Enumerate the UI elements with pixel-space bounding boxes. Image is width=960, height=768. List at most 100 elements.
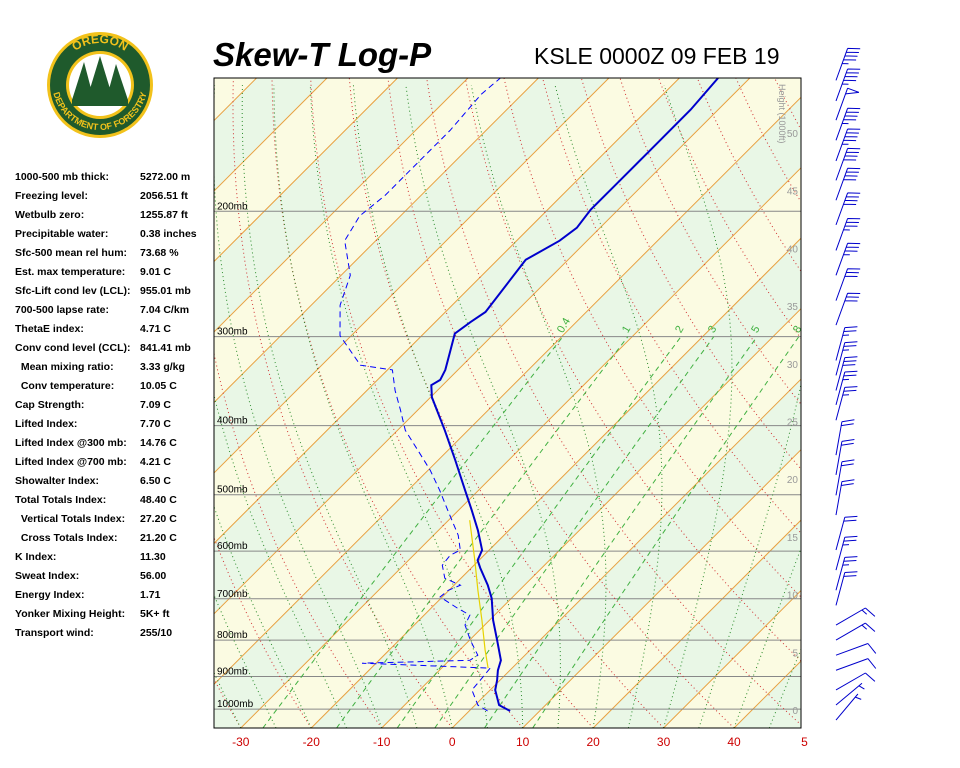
index-value: 73.68 % [140,247,179,259]
plot-frame [213,77,802,729]
isotherm [214,78,680,545]
index-value: 21.20 C [140,532,177,544]
height-tick-label: 30 [787,360,799,371]
wind-barb [835,535,858,571]
wind-barb [835,479,855,516]
overlay: 1000mb 900mb 800mb 700mb 600mb 500mb 400mb 300m… [217,84,798,717]
height-tick-label: 0 [792,706,798,717]
index-label: Precipitable water: [15,228,108,240]
pressure-label: 600mb [217,541,248,552]
dry-adiabat [852,78,960,728]
x-tick-label: 5 [801,735,808,749]
isotherm [214,78,539,404]
index-value: 4.71 C [140,323,171,335]
mixing-ratio-label: 1 [620,324,633,335]
wind-barb [835,192,861,226]
wind-barb [835,370,858,406]
index-label: Cross Totals Index: [15,532,118,544]
profile-line [430,78,719,712]
index-value: 7.04 C/km [140,304,189,316]
index-label: 1000-500 mb thick: [15,171,109,183]
wind-barb [835,658,877,671]
logo-trees [72,56,128,102]
index-value: 2056.51 ft [140,190,188,202]
wind-barb [835,292,861,326]
dry-adiabat [503,78,801,598]
wind-barb [835,147,861,181]
plot: 0.4 1 2 3 5 8 [214,78,960,728]
mixing-ratio-line [484,336,758,728]
index-label: 700-500 lapse rate: [15,304,109,316]
index-value: 27.20 C [140,513,177,525]
index-value: 0.38 inches [140,228,197,240]
index-value: 5272.00 m [140,171,190,183]
dry-adiabat [214,351,383,728]
isotherm [240,167,801,728]
dry-adiabat [426,78,801,726]
index-value: 5K+ ft [140,608,170,620]
isotherm [310,237,801,728]
dry-adiabat [891,78,960,728]
index-label: Transport wind: [15,627,94,639]
index-value: 6.50 C [140,475,171,487]
wind-barb [835,128,861,162]
index-label: Freezing level: [15,190,88,202]
index-label: Vertical Totals Index: [15,513,125,525]
index-label: Cap Strength: [15,399,84,411]
index-label: Energy Index: [15,589,84,601]
isotherm [214,96,801,686]
wind-barb [835,571,858,606]
pressure-label: 700mb [217,589,248,600]
moist-adiabat [273,85,453,728]
mixing-ratio-label: 8 [791,324,804,335]
isotherm [663,589,801,728]
height-tick-label: 15 [787,533,799,544]
pressure-label: 800mb [217,630,248,641]
x-tick-label: 30 [657,735,671,749]
moist-adiabat [554,84,663,728]
index-label: Lifted Index: [15,418,77,430]
mixing-ratio-line [532,336,800,728]
x-tick-label: -10 [373,735,391,749]
wind-barb [835,672,876,691]
x-tick-label: 20 [586,735,600,749]
height-tick-label: 50 [787,129,799,140]
wind-barb [835,459,855,496]
height-tick-label: 5 [792,648,798,659]
pressure-label: 400mb [217,416,248,427]
isotherm [522,448,801,728]
moist-adiabat [309,85,488,728]
isotherm [592,519,801,728]
index-label: Sweat Index: [15,570,79,582]
wind-barb [835,556,858,591]
index-label: Showalter Index: [15,475,99,487]
wind-barb [835,218,861,251]
mixing-ratio-label: 5 [749,324,762,335]
height-tick-label: 40 [787,244,799,255]
index-label: Conv temperature: [15,380,114,392]
dry-adiabat [387,78,735,728]
wind-barb [835,356,858,391]
mixing-ratio-label: 2 [673,324,686,335]
index-value: 255/10 [140,627,172,639]
wind-barb [835,268,861,301]
index-value: 56.00 [140,570,166,582]
pressure-label: 500mb [217,485,248,496]
wind-barb [835,242,861,276]
wind-barb [835,167,861,201]
index-value: 14.76 C [140,437,177,449]
wind-barb [835,419,855,456]
isotherm [214,78,469,333]
dry-adiabat [774,78,801,131]
indices: 1000-500 mb thick: 5272.00 m Freezing leve… [15,171,197,639]
chart-subtitle: KSLE 0000Z 09 FEB 19 [534,43,780,69]
dry-adiabat [348,78,664,728]
logo-top-text: OREGON [69,32,130,54]
isotherm-band [214,78,801,685]
index-label: ThetaE index: [15,323,84,335]
wind-barb [835,607,876,626]
dry-adiabat [214,536,312,728]
isotherm [381,308,801,728]
wind-barb [835,326,858,361]
height-tick-label: 25 [787,418,799,429]
